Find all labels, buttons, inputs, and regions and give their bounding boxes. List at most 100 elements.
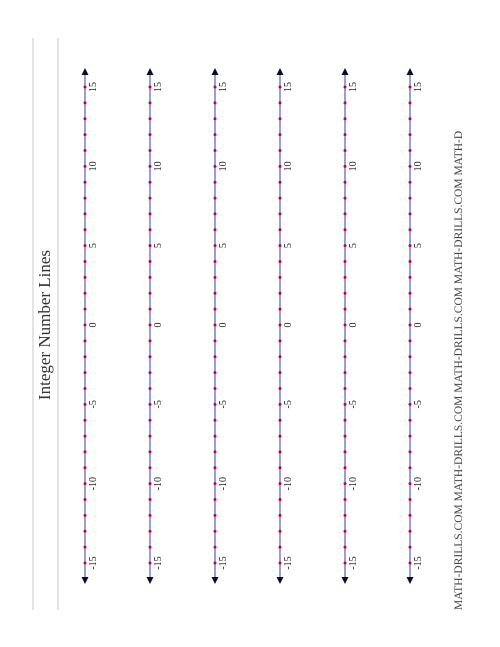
arrow-down-icon: [211, 577, 219, 584]
tick-dot: [213, 355, 217, 359]
tick-dot: [213, 545, 217, 549]
number-line-5: -15 -10 -5 0 5 10 15: [341, 68, 359, 584]
tick-dot: [408, 212, 412, 216]
tick-dot: [213, 418, 217, 422]
tick-dot: [213, 244, 217, 248]
tick-dot: [148, 434, 152, 438]
tick-label: -5: [88, 400, 99, 408]
tick-dot: [408, 196, 412, 200]
tick-dot: [83, 275, 87, 279]
tick-dot: [343, 85, 347, 89]
tick-dot: [83, 418, 87, 422]
number-lines: -15 -10 -5 0 5 10 15 -15 -10 -5 0 5 10 15 -15 -10 -5 0 5 10…: [81, 68, 424, 584]
tick-dot: [343, 386, 347, 390]
tick-dot: [278, 323, 282, 327]
tick-dot: [83, 228, 87, 232]
tick-dot: [148, 561, 152, 565]
tick-dot: [408, 339, 412, 343]
tick-dot: [148, 180, 152, 184]
tick-label: -10: [218, 477, 229, 490]
tick-dot: [83, 434, 87, 438]
arrow-down-icon: [81, 577, 89, 584]
tick-dot: [148, 148, 152, 152]
tick-dot: [213, 371, 217, 375]
tick-label: 15: [348, 82, 359, 92]
arrow-up-icon: [276, 68, 284, 75]
tick-dot: [343, 180, 347, 184]
tick-dot: [343, 529, 347, 533]
tick-dot: [278, 180, 282, 184]
tick-dot: [148, 196, 152, 200]
tick-dot: [83, 386, 87, 390]
tick-dot: [408, 498, 412, 502]
tick-dot: [83, 85, 87, 89]
arrow-up-icon: [341, 68, 349, 75]
tick-dot: [343, 513, 347, 517]
tick-label: 5: [153, 243, 164, 248]
tick-label: 15: [153, 82, 164, 92]
tick-dot: [148, 275, 152, 279]
tick-dot: [343, 402, 347, 406]
tick-dot: [408, 450, 412, 454]
tick-dot: [83, 339, 87, 343]
tick-dot: [408, 85, 412, 89]
tick-dot: [213, 498, 217, 502]
number-line-2: -15 -10 -5 0 5 10 15: [146, 68, 164, 584]
tick-dot: [213, 386, 217, 390]
tick-dot: [148, 371, 152, 375]
tick-dot: [148, 498, 152, 502]
tick-dot: [278, 339, 282, 343]
tick-dot: [408, 133, 412, 137]
tick-dot: [343, 307, 347, 311]
tick-dot: [278, 244, 282, 248]
tick-dot: [213, 228, 217, 232]
tick-label: -5: [348, 400, 359, 408]
tick-label: -5: [153, 400, 164, 408]
tick-dot: [278, 355, 282, 359]
tick-dot: [213, 291, 217, 295]
tick-dot: [148, 545, 152, 549]
tick-dot: [278, 148, 282, 152]
tick-label: -10: [153, 477, 164, 490]
arrow-up-icon: [406, 68, 414, 75]
tick-label: -15: [348, 556, 359, 569]
tick-dot: [343, 101, 347, 105]
tick-dot: [83, 196, 87, 200]
tick-label: 5: [88, 243, 99, 248]
tick-dot: [213, 402, 217, 406]
tick-dot: [408, 561, 412, 565]
tick-dot: [408, 418, 412, 422]
number-line-3: -15 -10 -5 0 5 10 15: [211, 68, 229, 584]
tick-dot: [278, 466, 282, 470]
tick-dot: [83, 148, 87, 152]
tick-dot: [278, 434, 282, 438]
tick-dot: [343, 434, 347, 438]
tick-dot: [408, 117, 412, 121]
tick-dot: [83, 117, 87, 121]
tick-dot: [83, 466, 87, 470]
tick-dot: [83, 291, 87, 295]
tick-label: 15: [88, 82, 99, 92]
tick-dot: [408, 529, 412, 533]
tick-dot: [408, 228, 412, 232]
tick-dot: [148, 386, 152, 390]
tick-dot: [278, 513, 282, 517]
tick-label: 15: [283, 82, 294, 92]
tick-dot: [278, 450, 282, 454]
tick-dot: [83, 244, 87, 248]
tick-dot: [213, 323, 217, 327]
tick-dot: [213, 339, 217, 343]
tick-label: 5: [413, 243, 424, 248]
tick-dot: [83, 450, 87, 454]
tick-dot: [343, 196, 347, 200]
tick-dot: [343, 117, 347, 121]
tick-dot: [83, 180, 87, 184]
tick-dot: [343, 466, 347, 470]
tick-dot: [213, 434, 217, 438]
arrow-up-icon: [146, 68, 154, 75]
tick-dot: [278, 164, 282, 168]
tick-dot: [278, 275, 282, 279]
tick-dot: [278, 196, 282, 200]
tick-dot: [278, 85, 282, 89]
tick-dot: [83, 101, 87, 105]
